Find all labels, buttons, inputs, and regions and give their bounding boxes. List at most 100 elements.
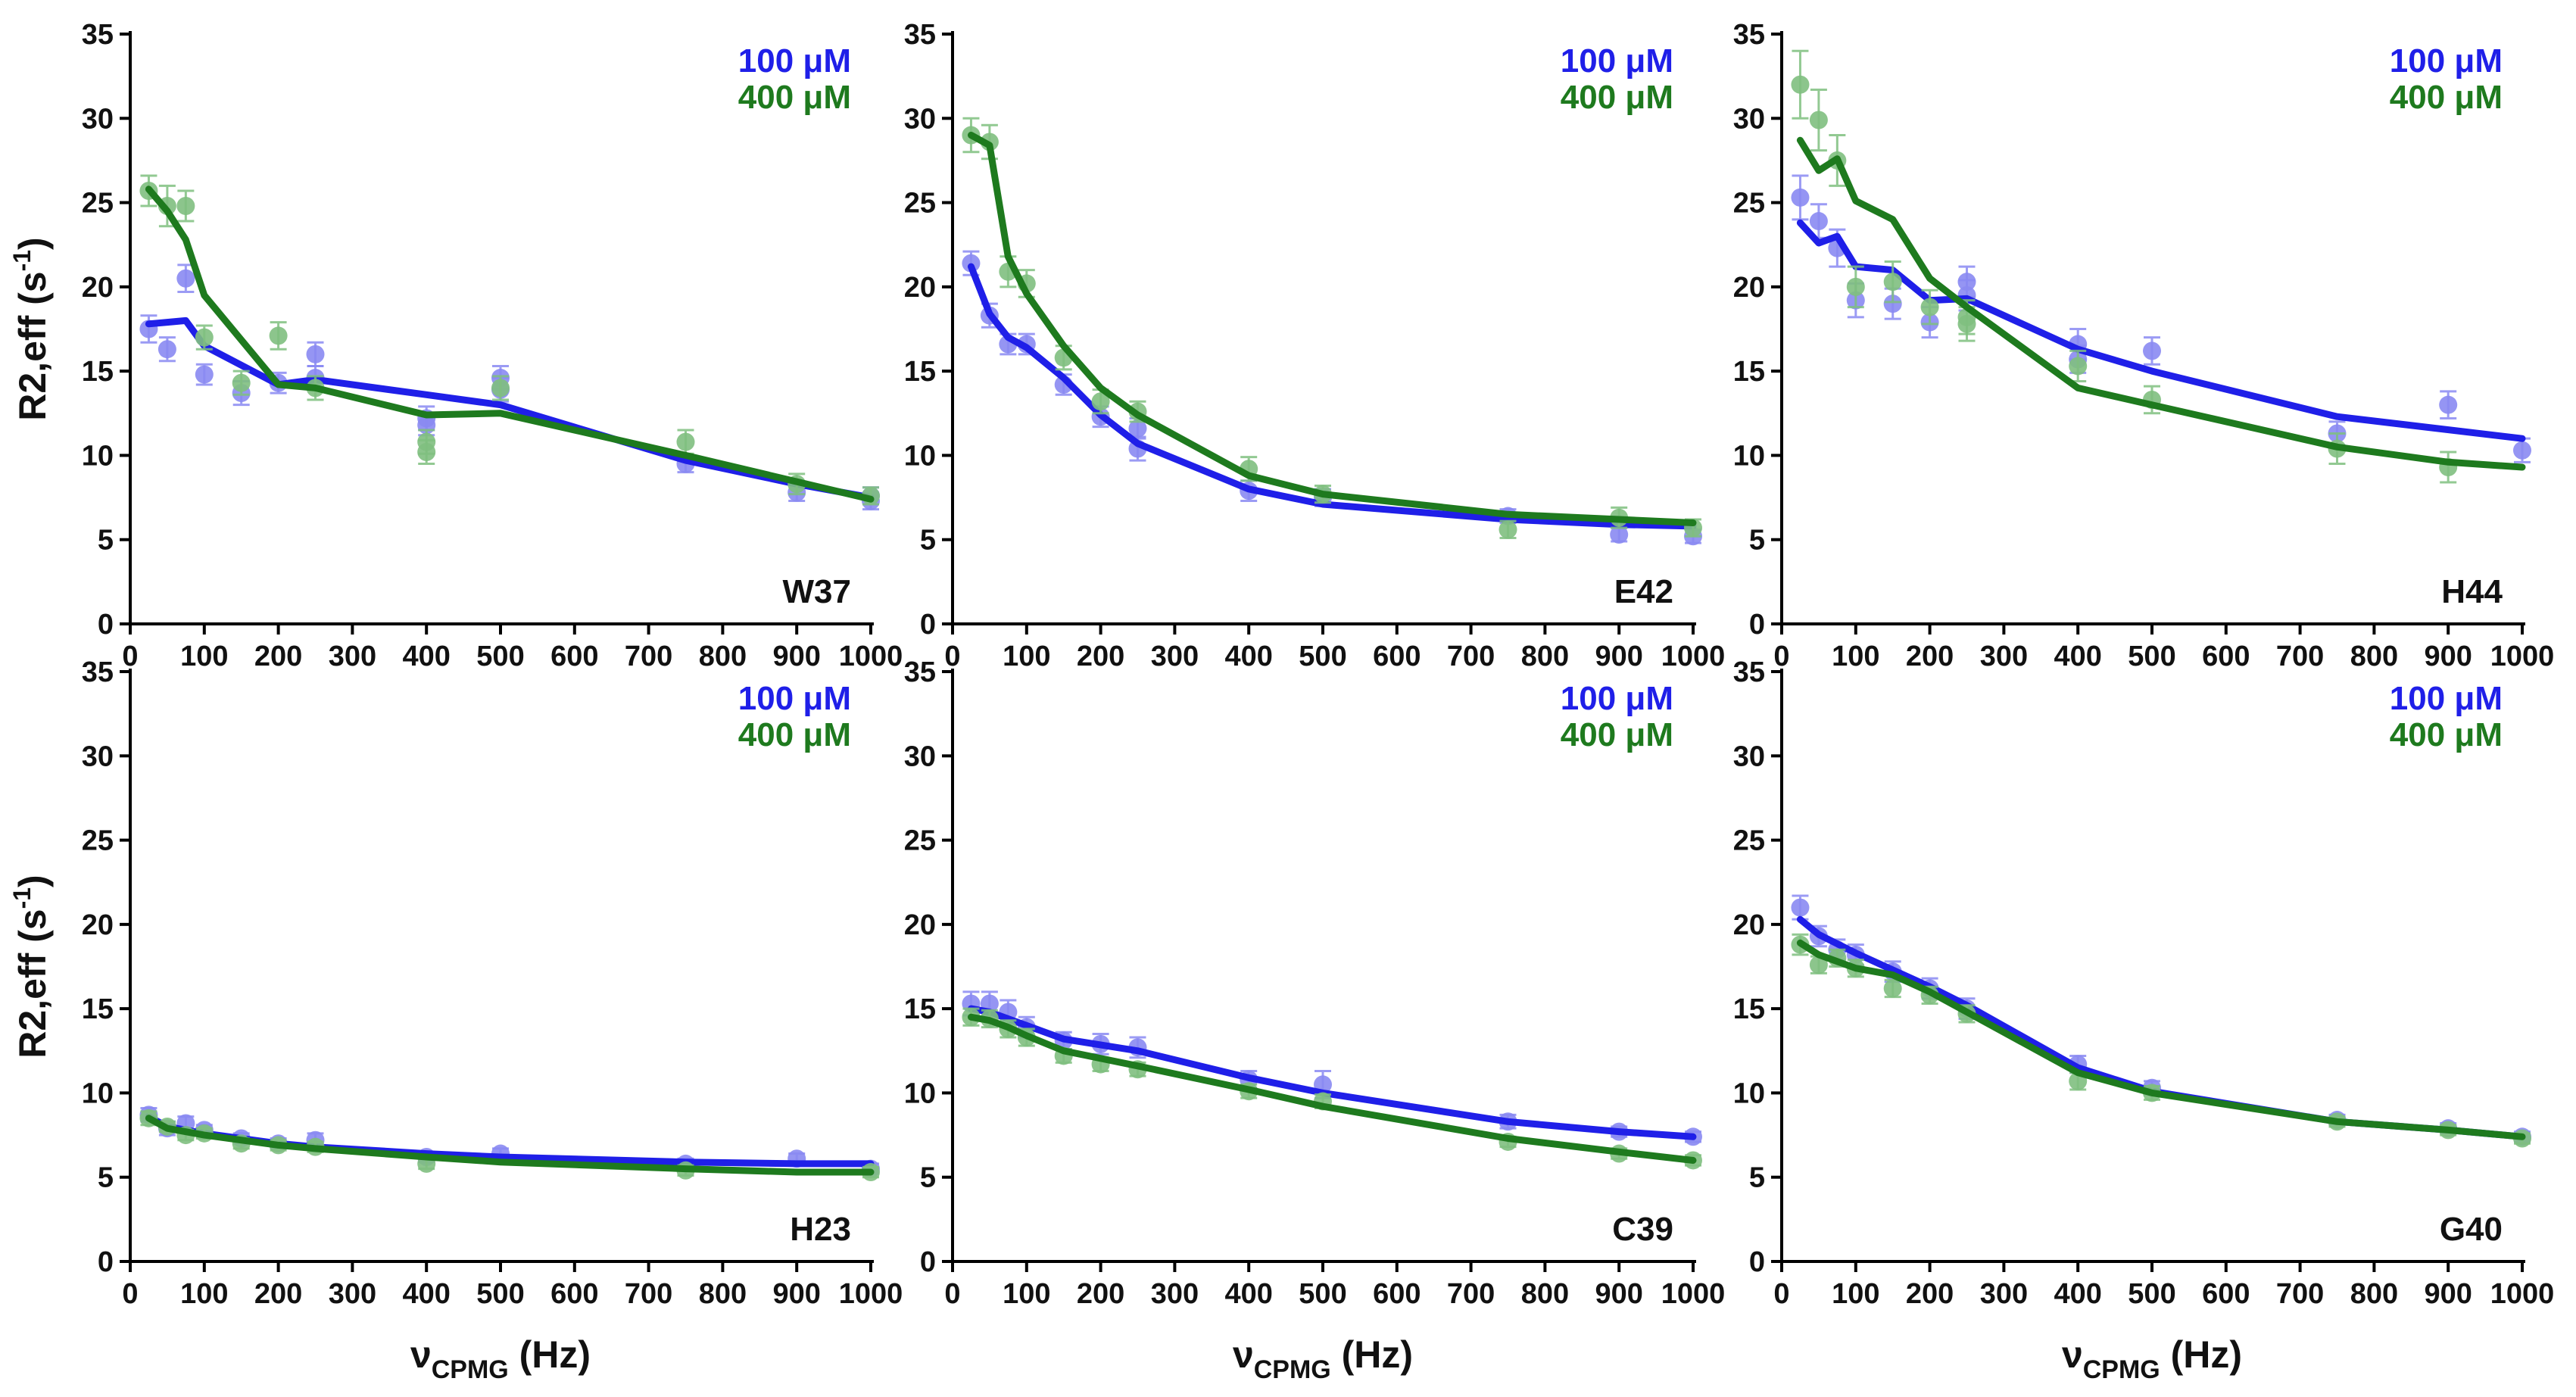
x-tick-label: 900 — [2424, 641, 2472, 672]
series-100-uM — [1791, 174, 2531, 463]
y-axis-label: R2,eff (s-1) — [8, 875, 54, 1058]
data-point — [1610, 525, 1629, 544]
y-tick-label: 15 — [904, 993, 936, 1025]
legend-entry: 400 μM — [1561, 716, 1673, 753]
y-tick-label: 35 — [1733, 19, 1765, 51]
x-tick-label: 800 — [699, 641, 747, 672]
x-tick-label: 800 — [1521, 1278, 1569, 1310]
legend-entry: 400 μM — [2390, 79, 2503, 116]
data-point — [491, 379, 510, 398]
fit-line — [1796, 939, 2526, 1140]
y-tick-label: 10 — [904, 440, 936, 472]
y-tick-label: 25 — [904, 825, 936, 857]
y-tick-label: 5 — [98, 525, 114, 557]
panel-w37: 0 5 10 15 20 25 30 35 0 100 200 300 400 500 600 700 800 9… — [8, 19, 903, 672]
series-400-uM — [1791, 49, 2526, 484]
x-tick-label: 400 — [2054, 641, 2101, 672]
series-400-uM — [962, 117, 1702, 539]
y-tick-label: 15 — [1733, 356, 1765, 388]
y-tick-label: 5 — [920, 1162, 936, 1194]
x-tick-label: 1000 — [2490, 641, 2555, 672]
data-point — [1883, 273, 1902, 292]
fit-line — [145, 1115, 875, 1176]
y-tick-label: 0 — [1749, 609, 1765, 641]
y-tick-label: 10 — [82, 1077, 114, 1109]
fit-line — [968, 263, 1697, 530]
x-tick-label: 900 — [772, 1278, 820, 1310]
residue-label: H44 — [2441, 573, 2503, 610]
residue-label: H23 — [790, 1211, 851, 1248]
x-tick-label: 700 — [1447, 641, 1495, 672]
residue-label: E42 — [1614, 573, 1673, 610]
series-400-uM — [139, 1109, 880, 1182]
y-tick-label: 5 — [920, 525, 936, 557]
y-axis-label: R2,eff (s-1) — [8, 237, 54, 420]
data-point — [676, 432, 695, 451]
x-tick-label: 600 — [550, 641, 598, 672]
data-point — [1499, 520, 1517, 539]
data-point — [1791, 75, 1810, 94]
legend-entry: 100 μM — [2390, 42, 2503, 80]
x-tick-label: 500 — [2128, 641, 2175, 672]
y-tick-label: 15 — [1733, 993, 1765, 1025]
x-tick-label: 700 — [625, 1278, 672, 1310]
x-tick-label: 300 — [1980, 641, 2028, 672]
data-point — [1883, 979, 1902, 998]
x-tick-label: 200 — [254, 641, 302, 672]
x-tick-label: 500 — [1299, 1278, 1346, 1310]
data-point — [269, 326, 288, 345]
x-tick-label: 700 — [625, 641, 672, 672]
x-tick-label: 1000 — [2490, 1278, 2555, 1310]
x-tick-label: 600 — [1373, 641, 1421, 672]
x-tick-label: 200 — [1077, 641, 1124, 672]
x-tick-label: 1000 — [839, 1278, 903, 1310]
x-tick-label: 100 — [1832, 1278, 1879, 1310]
fit-line — [968, 132, 1697, 526]
x-tick-label: 200 — [254, 1278, 302, 1310]
y-tick-label: 15 — [82, 993, 114, 1025]
data-point — [2513, 441, 2531, 460]
x-tick-label: 400 — [1224, 641, 1272, 672]
x-tick-label: 0 — [122, 641, 138, 672]
residue-label: G40 — [2440, 1211, 2503, 1248]
y-tick-label: 10 — [1733, 1077, 1765, 1109]
x-tick-label: 300 — [1151, 641, 1199, 672]
x-tick-label: 900 — [2424, 1278, 2472, 1310]
x-tick-label: 1000 — [839, 641, 903, 672]
x-tick-label: 400 — [402, 1278, 450, 1310]
y-tick-label: 10 — [1733, 440, 1765, 472]
fit-line — [968, 1013, 1697, 1164]
x-tick-label: 100 — [1832, 641, 1879, 672]
x-tick-label: 500 — [476, 641, 524, 672]
legend-entry: 400 μM — [738, 716, 851, 753]
y-tick-label: 35 — [1733, 656, 1765, 688]
data-point — [2069, 357, 2088, 376]
y-tick-label: 20 — [1733, 909, 1765, 941]
series-100-uM — [962, 990, 1702, 1146]
x-tick-label: 100 — [1003, 641, 1050, 672]
x-tick-label: 100 — [180, 641, 228, 672]
x-tick-label: 700 — [2276, 1278, 2324, 1310]
y-tick-label: 30 — [82, 103, 114, 135]
x-tick-label: 900 — [1595, 1278, 1642, 1310]
data-point — [1809, 111, 1828, 129]
data-point — [306, 345, 325, 363]
y-tick-label: 20 — [82, 909, 114, 941]
x-tick-label: 400 — [2054, 1278, 2101, 1310]
y-tick-label: 0 — [1749, 1246, 1765, 1278]
panel-g40: 0 5 10 15 20 25 30 35 0 100 200 300 400 500 600 700 800 9… — [1733, 656, 2555, 1384]
series-100-uM — [1791, 894, 2531, 1146]
series-400-uM — [1791, 933, 2531, 1148]
y-tick-label: 25 — [1733, 188, 1765, 220]
data-point — [195, 365, 214, 384]
panel-c39: 0 5 10 15 20 25 30 35 0 100 200 300 400 500 600 700 800 9… — [904, 656, 1726, 1384]
y-tick-label: 0 — [920, 609, 936, 641]
data-point — [1957, 314, 1976, 333]
fit-line — [968, 1005, 1697, 1140]
legend-entry: 100 μM — [1561, 680, 1673, 717]
x-tick-label: 200 — [1906, 1278, 1954, 1310]
x-tick-label: 900 — [772, 641, 820, 672]
x-tick-label: 300 — [329, 1278, 376, 1310]
x-tick-label: 400 — [402, 641, 450, 672]
y-tick-label: 30 — [1733, 741, 1765, 772]
